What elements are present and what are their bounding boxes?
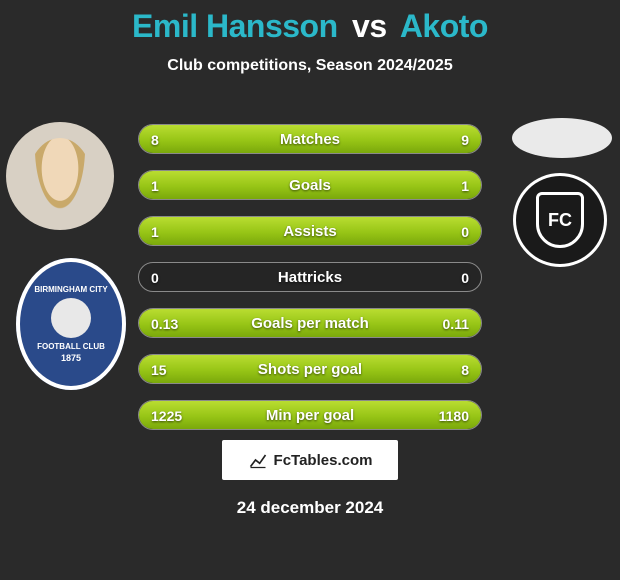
player1-name: Emil Hansson: [132, 8, 338, 44]
fctables-logo-icon: [248, 450, 268, 470]
club-right-shield-icon: FC: [536, 192, 584, 248]
branding-badge: FcTables.com: [222, 440, 398, 480]
stat-label: Matches: [139, 125, 481, 154]
stat-row: 00Hattricks: [138, 262, 482, 292]
club-left-bottom-text: FOOTBALL CLUB: [37, 342, 105, 351]
stat-label: Assists: [139, 217, 481, 246]
player1-club-badge: BIRMINGHAM CITY FOOTBALL CLUB 1875: [16, 258, 126, 390]
stat-row: 158Shots per goal: [138, 354, 482, 384]
player2-club-badge: FC: [516, 176, 604, 264]
branding-text: FcTables.com: [274, 452, 373, 469]
player2-name: Akoto: [400, 8, 488, 44]
stat-label: Min per goal: [139, 401, 481, 430]
stat-label: Goals per match: [139, 309, 481, 338]
vs-label: vs: [352, 8, 387, 44]
stat-row: 0.130.11Goals per match: [138, 308, 482, 338]
stat-row: 11Goals: [138, 170, 482, 200]
stat-label: Shots per goal: [139, 355, 481, 384]
date-label: 24 december 2024: [0, 498, 620, 518]
stat-row: 10Assists: [138, 216, 482, 246]
subtitle: Club competitions, Season 2024/2025: [0, 57, 620, 75]
club-left-year: 1875: [61, 353, 81, 363]
club-left-ball-icon: [51, 298, 91, 338]
stat-row: 12251180Min per goal: [138, 400, 482, 430]
stat-row: 89Matches: [138, 124, 482, 154]
player1-photo: [6, 122, 114, 230]
stat-label: Hattricks: [139, 263, 481, 292]
comparison-title: Emil Hansson vs Akoto: [0, 0, 620, 45]
stat-label: Goals: [139, 171, 481, 200]
club-left-top-text: BIRMINGHAM CITY: [34, 285, 107, 294]
player2-photo: [512, 118, 612, 158]
club-right-initials: FC: [548, 210, 572, 231]
stats-chart: 89Matches 11Goals 10Assists 00Hattricks 0.13…: [138, 124, 482, 446]
